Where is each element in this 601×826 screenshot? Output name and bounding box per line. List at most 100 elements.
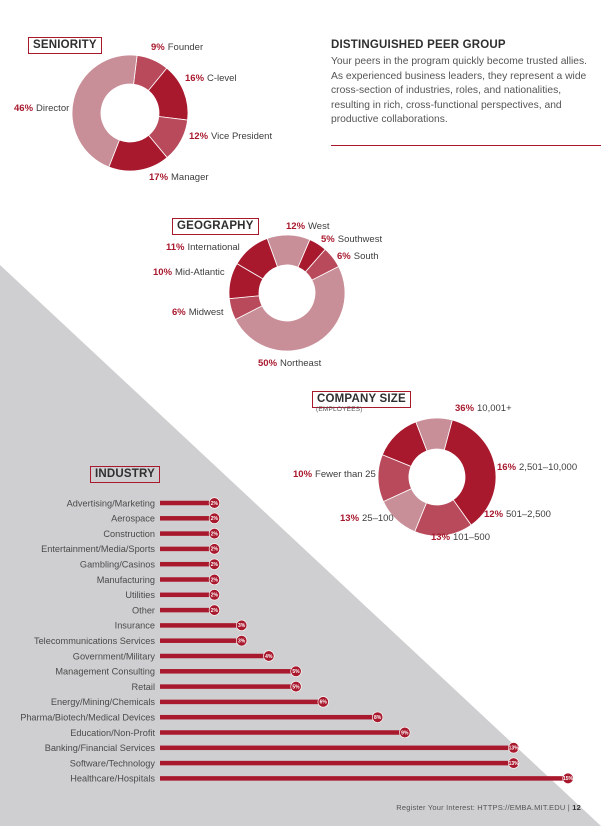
industry-row-banking-financial-services: Banking/Financial Services 13% — [45, 742, 520, 754]
industry-value-badge — [399, 726, 411, 739]
value-label: 11% — [166, 242, 185, 253]
value-label: 13% — [431, 532, 451, 543]
industry-value-badge — [208, 543, 220, 555]
value-label: 12% — [286, 221, 306, 232]
page-number: 12 — [572, 803, 581, 812]
industry-row-insurance: Insurance 3% — [115, 619, 248, 632]
industry-bar-chart: Advertising/Marketing 2%Aerospace 2%Constr… — [20, 497, 574, 785]
industry-row-healthcare-hospitals: Healthcare/Hospitals 15% — [70, 772, 574, 785]
industry-bar — [160, 592, 215, 598]
industry-row-aerospace: Aerospace 2% — [111, 512, 220, 524]
value-label: 16% — [497, 462, 517, 473]
industry-category-label: Advertising/Marketing — [67, 498, 155, 508]
peer-group-divider — [331, 145, 601, 146]
industry-row-government-military: Government/Military 4% — [73, 650, 275, 662]
category-label: 501–2,500 — [506, 509, 551, 520]
industry-category-label: Telecommunications Services — [34, 636, 155, 646]
value-label: 12% — [189, 131, 209, 142]
geography-label-midwest: 6% Midwest — [172, 307, 224, 318]
industry-bar — [160, 776, 568, 781]
industry-value-label: 8% — [374, 715, 382, 721]
industry-value-badge — [317, 696, 329, 708]
industry-value-label: 2% — [211, 593, 219, 599]
industry-row-telecommunications-services: Telecommunications Services 3% — [34, 635, 248, 647]
company-size-label-2-501-10-000: 16% 2,501–10,000 — [497, 462, 577, 473]
industry-value-label: 13% — [509, 746, 520, 752]
industry-row-advertising-marketing: Advertising/Marketing 2% — [67, 497, 220, 509]
industry-value-label: 13% — [509, 761, 520, 767]
category-label: International — [188, 242, 240, 253]
seniority-donut: 9% Founder 16% C-level 12% Vice President 17% M… — [14, 42, 272, 183]
value-label: 46% — [14, 103, 34, 114]
category-label: Southwest — [338, 234, 383, 245]
industry-row-energy-mining-chemicals: Energy/Mining/Chemicals 6% — [51, 696, 329, 708]
industry-value-badge — [290, 680, 302, 693]
industry-value-badge — [290, 665, 302, 677]
industry-category-label: Construction — [103, 529, 155, 539]
industry-row-gambling-casinos: Gambling/Casinos 2% — [80, 558, 220, 570]
industry-value-badge — [208, 497, 220, 509]
industry-value-label: 2% — [211, 577, 219, 583]
seniority-label-director: 46% Director — [14, 103, 69, 114]
company-size-label-501-2-500: 12% 501–2,500 — [484, 509, 551, 520]
footer-separator: | — [567, 803, 570, 812]
industry-row-construction: Construction 2% — [103, 527, 220, 540]
value-label: 6% — [337, 251, 351, 262]
industry-bar — [160, 699, 324, 705]
industry-bar — [160, 500, 215, 506]
geography-slice-international — [236, 237, 278, 280]
industry-row-other: Other 2% — [132, 604, 220, 616]
industry-title: INDUSTRY — [90, 466, 160, 483]
industry-bar — [160, 561, 215, 567]
category-label: 2,501–10,000 — [519, 462, 577, 473]
industry-bar — [160, 516, 215, 521]
industry-value-badge — [208, 527, 220, 540]
industry-row-pharma-biotech-medical-devices: Pharma/Biotech/Medical Devices 8% — [20, 711, 384, 723]
value-label: 36% — [455, 403, 475, 414]
value-label: 9% — [151, 42, 165, 53]
industry-row-software-technology: Software/Technology 13% — [70, 757, 520, 769]
industry-bar — [160, 577, 215, 582]
industry-bar — [160, 730, 405, 735]
company-size-slice-10-001 — [443, 419, 497, 526]
industry-value-badge — [562, 772, 574, 785]
category-label: South — [354, 251, 379, 262]
geography-slice-northeast — [234, 265, 346, 352]
footer: Register Your Interest: HTTPS://EMBA.MIT… — [396, 803, 581, 812]
industry-value-label: 2% — [211, 562, 219, 568]
category-label: 101–500 — [453, 532, 490, 543]
industry-value-label: 2% — [211, 531, 219, 537]
peer-group-text: Your peers in the program quickly become… — [331, 56, 588, 126]
industry-category-label: Manufacturing — [97, 575, 155, 585]
industry-value-badge — [507, 757, 520, 769]
industry-category-label: Healthcare/Hospitals — [70, 774, 155, 784]
industry-value-badge — [507, 742, 520, 754]
industry-category-label: Banking/Financial Services — [45, 743, 156, 753]
industry-value-badge — [208, 558, 220, 570]
industry-bar — [160, 653, 269, 659]
category-label: Manager — [171, 172, 209, 183]
category-label: Vice President — [211, 131, 272, 142]
industry-bar — [160, 531, 215, 536]
geography-title: GEOGRAPHY — [172, 218, 259, 235]
industry-row-manufacturing: Manufacturing 2% — [97, 573, 220, 586]
industry-value-label: 2% — [211, 516, 219, 522]
footer-register-link[interactable]: Register Your Interest: HTTPS://EMBA.MIT… — [396, 803, 566, 812]
value-label: 17% — [149, 172, 169, 183]
category-label: West — [308, 221, 330, 232]
industry-value-badge — [372, 711, 384, 723]
industry-row-utilities: Utilities 2% — [125, 589, 220, 601]
industry-category-label: Utilities — [125, 590, 155, 600]
seniority-label-founder: 9% Founder — [151, 42, 203, 53]
category-label: 25–100 — [362, 513, 394, 524]
industry-category-label: Energy/Mining/Chemicals — [51, 697, 156, 707]
industry-category-label: Pharma/Biotech/Medical Devices — [20, 713, 155, 723]
value-label: 12% — [484, 509, 504, 520]
industry-value-label: 2% — [211, 547, 219, 553]
industry-bar — [160, 638, 242, 643]
industry-category-label: Other — [132, 605, 155, 615]
geography-label-southwest: 5% Southwest — [321, 234, 382, 245]
industry-value-label: 6% — [320, 700, 328, 706]
